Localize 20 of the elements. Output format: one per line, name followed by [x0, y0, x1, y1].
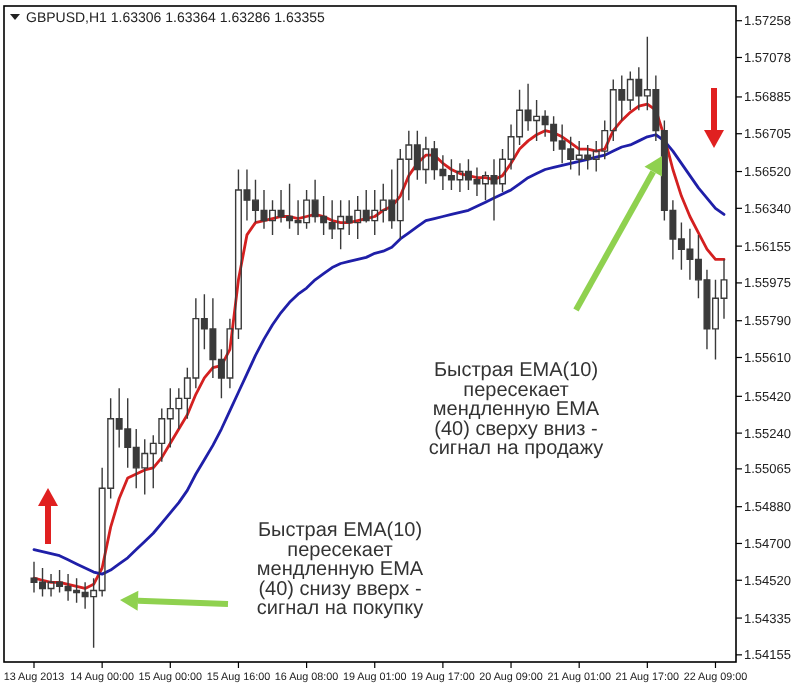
candlestick [286, 183, 294, 230]
annotation: Быстрая EMA(10) пересекает мендленную EMA (40) сверху вниз - сигнал на продажу [428, 360, 604, 461]
candlestick [337, 199, 345, 250]
candlestick [473, 166, 481, 197]
candlestick [422, 136, 430, 185]
candlestick [575, 140, 583, 177]
candlestick [456, 162, 464, 193]
candlestick [464, 158, 472, 191]
candlestick [56, 569, 64, 594]
candlestick [30, 561, 38, 594]
candlestick [584, 144, 592, 171]
candlestick [39, 567, 47, 598]
candlestick [354, 195, 362, 240]
candlestick [558, 123, 566, 165]
candlestick [73, 577, 81, 604]
candlestick [371, 189, 379, 236]
candlestick [47, 573, 55, 598]
annotation: Быстрая EMA(10) пересекает мендленную EMA (40) снизу вверх - сигнал на покупку [256, 520, 424, 621]
candlestick [64, 573, 72, 602]
candlestick [447, 158, 455, 191]
